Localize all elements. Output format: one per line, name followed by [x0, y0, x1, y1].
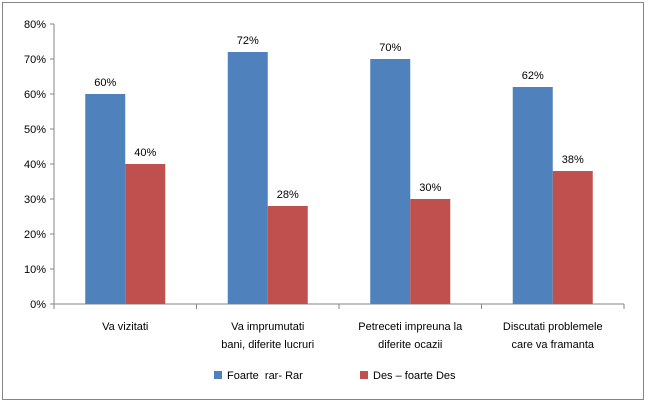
x-category-label: Discutati problemele: [503, 321, 603, 333]
legend-swatch-rar: [214, 371, 222, 379]
data-label: 38%: [562, 154, 584, 166]
bar-rar: [85, 94, 126, 304]
y-tick-label: 60%: [24, 89, 46, 101]
legend-label: Des – foarte Des: [373, 370, 456, 382]
bar-des: [267, 206, 308, 304]
y-tick-label: 20%: [24, 229, 46, 241]
data-label: 30%: [419, 182, 441, 194]
data-label: 70%: [379, 42, 401, 54]
y-tick-label: 70%: [24, 54, 46, 66]
y-tick-label: 40%: [24, 159, 46, 171]
x-category-label: Va imprumutati: [231, 321, 304, 333]
data-label: 60%: [94, 77, 116, 89]
x-category-label: Petreceti impreuna la: [358, 321, 463, 333]
x-category-label: diferite ocazii: [378, 339, 442, 351]
bar-des: [410, 199, 451, 304]
bar-des: [125, 164, 166, 304]
y-tick-label: 10%: [24, 264, 46, 276]
bar-chart: 0% 10% 20% 30% 40% 50% 60% 70% 80% 60% 40% Va vizit…: [24, 19, 625, 382]
y-tick-label: 80%: [24, 19, 46, 31]
data-label: 62%: [522, 70, 544, 82]
y-tick-label: 50%: [24, 124, 46, 136]
bar-rar: [512, 87, 553, 304]
bar-des: [552, 171, 593, 304]
legend-swatch-des: [360, 371, 368, 379]
chart-frame: 0% 10% 20% 30% 40% 50% 60% 70% 80% 60% 40% Va vizit…: [2, 2, 644, 400]
x-category-label: care va framanta: [511, 339, 594, 351]
y-tick-label: 30%: [24, 194, 46, 206]
legend-label: Foarte rar- Rar: [227, 370, 303, 382]
bar-rar: [227, 52, 268, 304]
data-label: 72%: [237, 35, 259, 47]
data-label: 40%: [134, 147, 156, 159]
x-category-label: Va vizitati: [102, 321, 148, 333]
x-category-label: bani, diferite lucruri: [221, 339, 314, 351]
data-label: 28%: [277, 189, 299, 201]
bar-rar: [370, 59, 411, 304]
y-tick-label: 0%: [30, 299, 46, 311]
